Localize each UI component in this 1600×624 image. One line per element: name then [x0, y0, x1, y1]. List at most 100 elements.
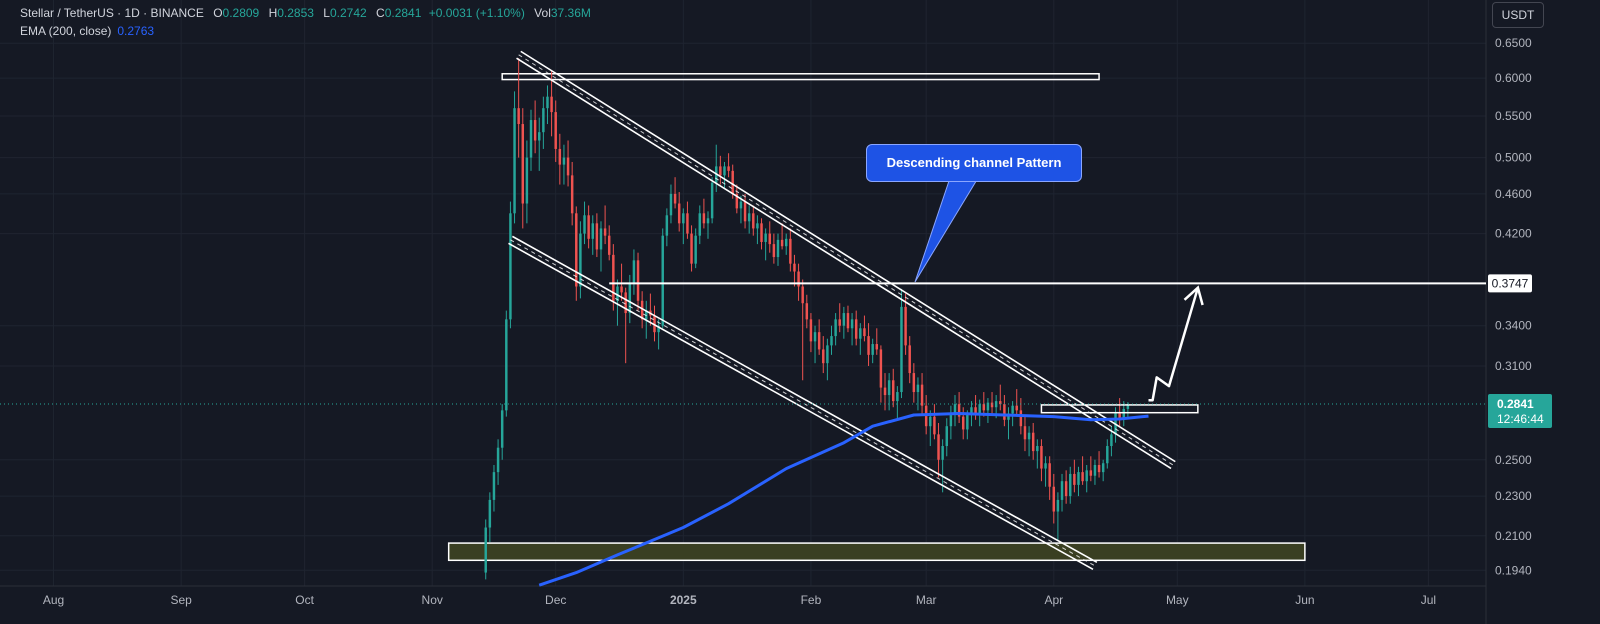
ema-indicator-legend[interactable]: EMA (200, close) 0.2763: [20, 24, 154, 38]
price-tick-label: 0.6500: [1495, 36, 1532, 50]
candle-body: [1060, 481, 1064, 500]
candle-body: [990, 402, 994, 408]
time-axis: Aug Sep Oct Nov Dec 2025 Feb Mar Apr May Jun Jul: [43, 593, 1436, 607]
candle-body: [743, 201, 747, 222]
candle-body: [558, 148, 562, 165]
volume-label: Vol: [534, 6, 551, 20]
candle-body: [854, 319, 858, 339]
candle-body: [739, 201, 743, 209]
upper-channel-edge: [520, 50, 1176, 463]
candle-body: [562, 157, 566, 165]
candle-body: [846, 313, 850, 329]
candle-body: [937, 434, 940, 460]
support-zone: [447, 542, 1306, 562]
candle-body: [859, 328, 862, 339]
candle-body: [1077, 472, 1080, 485]
candle-body: [727, 166, 730, 171]
time-tick-label: Mar: [916, 593, 937, 607]
candle-body: [603, 228, 607, 236]
candle-body: [920, 384, 924, 406]
candle-body: [809, 319, 813, 342]
lower-channel-edge: [511, 235, 1098, 564]
candle-body: [710, 182, 714, 219]
price-tick-label: 0.3400: [1495, 319, 1532, 333]
candle-body: [517, 108, 520, 125]
candle-body: [632, 260, 636, 283]
currency-button[interactable]: USDT: [1492, 2, 1544, 28]
candle-body: [525, 157, 529, 204]
candle-body: [966, 415, 969, 430]
candle-body: [546, 96, 549, 109]
candle-body: [575, 213, 578, 287]
candle-body: [607, 235, 611, 255]
time-tick-label: Sep: [170, 593, 192, 607]
top-resistance-zone: [501, 73, 1100, 81]
candle-body: [961, 416, 965, 430]
time-tick-label: Oct: [295, 593, 314, 607]
candle-body: [1110, 434, 1113, 447]
candle-body: [747, 213, 751, 222]
price-tick-label: 0.4200: [1495, 227, 1532, 241]
candle-body: [764, 233, 767, 242]
candle-body: [550, 96, 553, 113]
candle-body: [863, 328, 866, 337]
candle-body: [1003, 404, 1006, 420]
candle-body: [887, 380, 891, 396]
candle-body: [756, 223, 759, 229]
candles: [484, 58, 1130, 580]
candle-body: [1085, 470, 1088, 482]
candle-body: [587, 215, 590, 239]
candle-body: [542, 108, 545, 133]
candle-body: [657, 325, 660, 333]
candle-body: [509, 213, 512, 320]
candle-body: [735, 193, 739, 209]
price-tick-label: 0.1940: [1495, 563, 1532, 577]
candle-body: [1126, 404, 1130, 409]
close-label: C: [376, 6, 385, 20]
ema-value: 0.2763: [117, 24, 155, 38]
breakout-zone: [1040, 404, 1199, 414]
symbol-title[interactable]: Stellar / TetherUS · 1D · BINANCE: [20, 6, 204, 20]
candle-body: [723, 166, 726, 176]
candle-body: [591, 223, 594, 239]
time-tick-label: Apr: [1044, 593, 1063, 607]
candle-body: [842, 313, 846, 326]
candle-body: [941, 446, 944, 460]
bar-countdown-label: 12:46:44: [1497, 412, 1544, 426]
price-axis: 0.6500 0.6000 0.5500 0.5000 0.4600 0.4200 0.34…: [1495, 36, 1532, 577]
candle-body: [1052, 486, 1056, 512]
candle-body: [1015, 405, 1018, 411]
candle-body: [986, 402, 990, 411]
pattern-callout[interactable]: Descending channel Pattern: [866, 144, 1082, 182]
candle-body: [1044, 463, 1047, 469]
candle-body: [1097, 465, 1101, 473]
candle-body: [1069, 473, 1072, 497]
candle-body: [970, 407, 973, 416]
candle-body: [776, 239, 780, 258]
candle-body: [1019, 410, 1023, 427]
time-tick-label: Dec: [545, 593, 566, 607]
candle-body: [850, 319, 854, 329]
candle-body: [488, 499, 492, 528]
candle-body: [694, 235, 697, 264]
price-tick-label: 0.3100: [1495, 359, 1532, 373]
candle-body: [645, 310, 648, 320]
candle-body: [760, 223, 763, 242]
chart-overlays: [0, 50, 1486, 587]
candle-body: [599, 228, 603, 250]
last-price-tag: [1488, 394, 1552, 429]
candle-body: [669, 193, 673, 216]
low-label: L: [323, 6, 330, 20]
candle-body: [538, 132, 541, 141]
candle-body: [900, 306, 903, 393]
candle-body: [612, 254, 615, 301]
candle-body: [904, 306, 907, 346]
candle-body: [1064, 481, 1068, 497]
candle-body: [566, 157, 570, 176]
candle-body: [953, 404, 957, 416]
candle-body: [813, 332, 817, 342]
candle-body: [624, 292, 627, 314]
candle-body: [702, 213, 706, 224]
